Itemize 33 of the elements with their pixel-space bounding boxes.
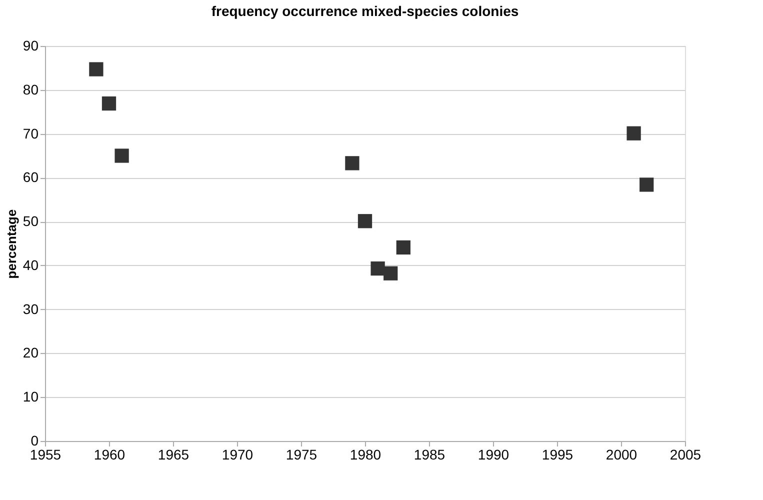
y-tick-label: 80 (22, 81, 39, 98)
x-tick-label: 1955 (30, 446, 62, 462)
y-axis-title: percentage (4, 209, 19, 279)
x-tick-label: 2005 (670, 446, 702, 462)
x-tick-label: 1965 (158, 446, 190, 462)
x-tick-label: 1980 (350, 446, 382, 462)
x-tick-label: 1960 (94, 446, 126, 462)
y-tick-label: 90 (22, 38, 39, 54)
y-tick-label: 60 (22, 169, 39, 186)
x-tick-label: 1990 (478, 446, 510, 462)
y-tick-label: 40 (22, 256, 39, 273)
y-tick-label: 20 (22, 344, 39, 361)
x-tick-label: 1995 (542, 446, 574, 462)
point (89, 62, 104, 76)
x-tick-label: 2000 (606, 446, 638, 462)
point (396, 240, 410, 255)
x-tick-label: 1975 (286, 446, 318, 462)
point (370, 261, 385, 276)
y-tick-label: 30 (22, 300, 39, 317)
chart-title: frequency occurrence mixed-species colonies (211, 3, 519, 19)
point (358, 214, 372, 228)
y-tick-label: 10 (22, 388, 39, 405)
y-tick-label: 0 (30, 432, 39, 448)
y-tick-label: 50 (22, 213, 39, 230)
point (384, 266, 398, 280)
x-tick-label: 1985 (414, 446, 446, 462)
point (640, 178, 654, 192)
y-tick-label: 70 (22, 125, 39, 142)
point (102, 96, 116, 111)
point (114, 148, 129, 163)
point (626, 126, 641, 140)
x-tick-label: 1970 (222, 446, 254, 462)
point (345, 156, 360, 170)
